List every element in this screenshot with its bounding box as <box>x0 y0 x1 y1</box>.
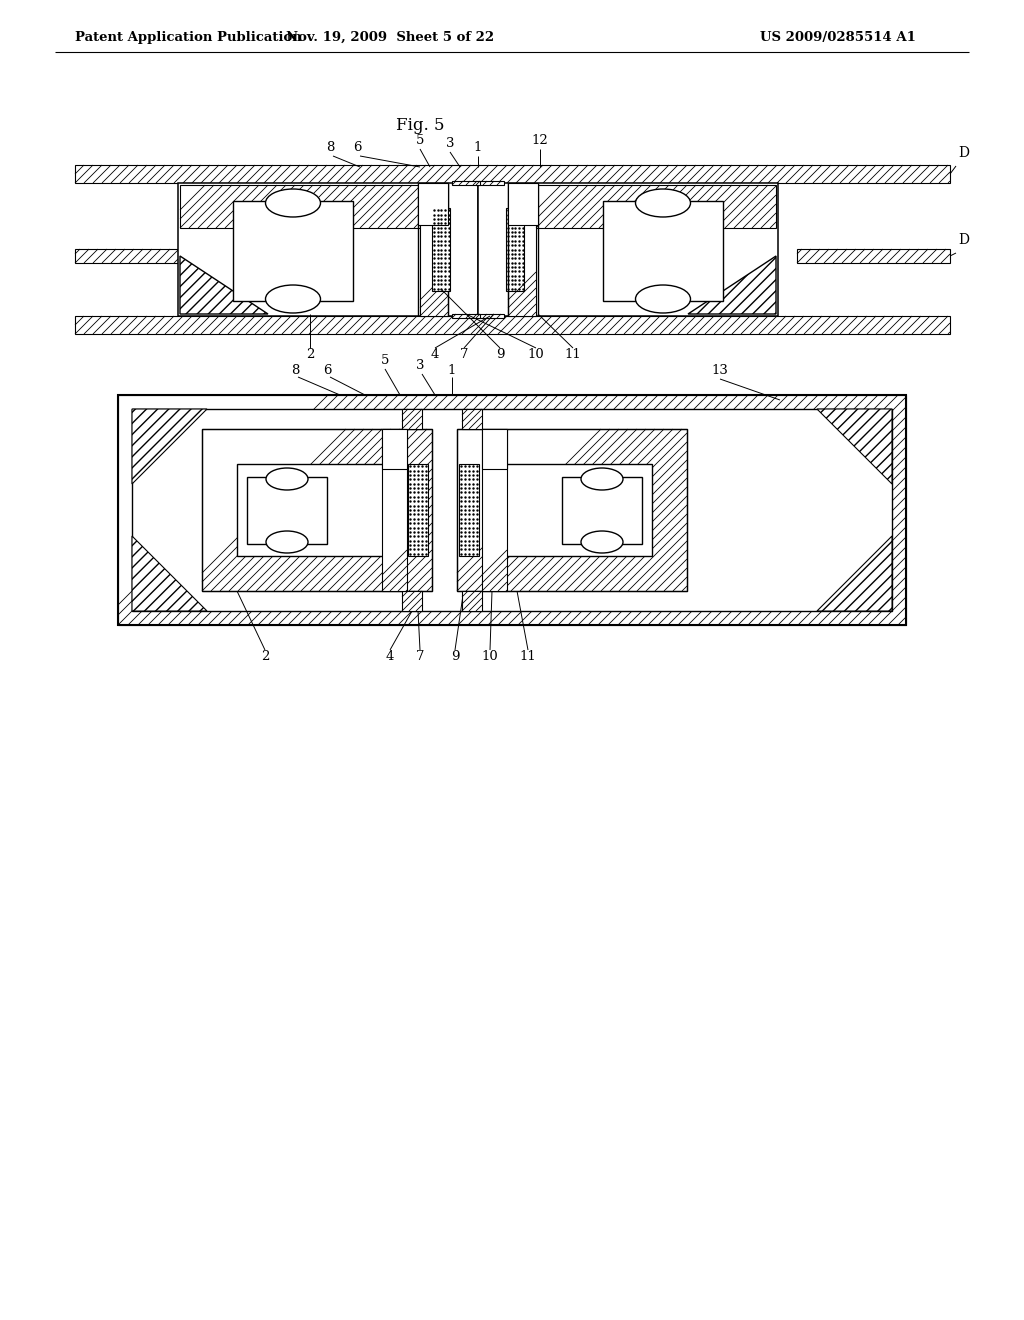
Bar <box>482 429 507 469</box>
Polygon shape <box>817 536 892 611</box>
Bar <box>476 181 504 185</box>
Bar <box>247 477 327 544</box>
Text: 4: 4 <box>386 649 394 663</box>
Ellipse shape <box>265 285 321 313</box>
Text: 8: 8 <box>326 141 334 154</box>
Ellipse shape <box>265 189 321 216</box>
Text: US 2009/0285514 A1: US 2009/0285514 A1 <box>760 30 915 44</box>
Bar <box>402 409 422 429</box>
Ellipse shape <box>581 531 623 553</box>
Text: Patent Application Publication: Patent Application Publication <box>75 30 302 44</box>
Bar <box>482 429 507 591</box>
Text: 6: 6 <box>352 141 361 154</box>
Bar <box>432 209 450 290</box>
Polygon shape <box>817 409 892 484</box>
Bar <box>797 249 950 263</box>
Bar <box>75 165 950 183</box>
Text: 10: 10 <box>527 348 545 360</box>
Text: 4: 4 <box>431 348 439 360</box>
Polygon shape <box>132 409 207 484</box>
Text: 5: 5 <box>381 354 389 367</box>
Text: 2: 2 <box>261 649 269 663</box>
Bar <box>457 429 687 591</box>
Text: 1: 1 <box>447 364 456 378</box>
Bar <box>478 183 778 315</box>
Bar <box>508 183 538 224</box>
Text: Nov. 19, 2009  Sheet 5 of 22: Nov. 19, 2009 Sheet 5 of 22 <box>286 30 494 44</box>
Text: 3: 3 <box>416 359 424 372</box>
Bar <box>118 395 906 624</box>
Bar <box>178 183 478 315</box>
Bar <box>402 591 422 611</box>
Text: 12: 12 <box>531 135 549 147</box>
Text: 9: 9 <box>451 649 459 663</box>
Bar <box>452 314 480 318</box>
Ellipse shape <box>266 469 308 490</box>
Text: 9: 9 <box>496 348 504 360</box>
Bar <box>536 185 776 228</box>
Bar <box>202 429 432 591</box>
Text: 7: 7 <box>460 348 468 360</box>
Text: 11: 11 <box>564 348 582 360</box>
Bar <box>118 395 906 624</box>
Bar <box>118 395 906 624</box>
Ellipse shape <box>581 469 623 490</box>
Text: 2: 2 <box>306 348 314 360</box>
Text: 7: 7 <box>416 649 424 663</box>
Bar <box>202 429 432 591</box>
Bar <box>562 477 642 544</box>
Polygon shape <box>180 256 268 314</box>
Bar <box>420 183 449 315</box>
Bar <box>408 465 428 556</box>
Bar <box>459 465 479 556</box>
Text: 3: 3 <box>445 137 455 150</box>
Bar <box>382 429 407 469</box>
Text: D: D <box>958 234 969 247</box>
Polygon shape <box>132 536 207 611</box>
Bar <box>75 315 950 334</box>
Bar <box>180 185 420 228</box>
Bar <box>506 209 524 290</box>
Bar <box>452 181 480 185</box>
Text: Fig. 6: Fig. 6 <box>395 432 444 449</box>
Bar <box>462 591 482 611</box>
Bar <box>233 201 353 301</box>
Ellipse shape <box>266 531 308 553</box>
Bar <box>457 429 687 591</box>
Bar <box>502 465 652 556</box>
Text: D: D <box>958 147 969 160</box>
Text: 5: 5 <box>416 135 424 147</box>
Text: Fig. 5: Fig. 5 <box>395 116 444 133</box>
Ellipse shape <box>636 189 690 216</box>
Bar <box>508 183 536 315</box>
Ellipse shape <box>636 285 690 313</box>
Text: 6: 6 <box>323 364 331 378</box>
Text: 8: 8 <box>291 364 299 378</box>
Bar <box>462 409 482 429</box>
Bar <box>75 249 178 263</box>
Bar <box>132 409 892 611</box>
Text: 10: 10 <box>481 649 499 663</box>
Text: 1: 1 <box>474 141 482 154</box>
Text: 13: 13 <box>712 364 728 378</box>
Polygon shape <box>688 256 776 314</box>
Bar <box>418 183 449 224</box>
Bar <box>382 429 407 591</box>
Bar <box>237 465 387 556</box>
Bar <box>476 314 504 318</box>
Bar <box>603 201 723 301</box>
Text: 11: 11 <box>519 649 537 663</box>
